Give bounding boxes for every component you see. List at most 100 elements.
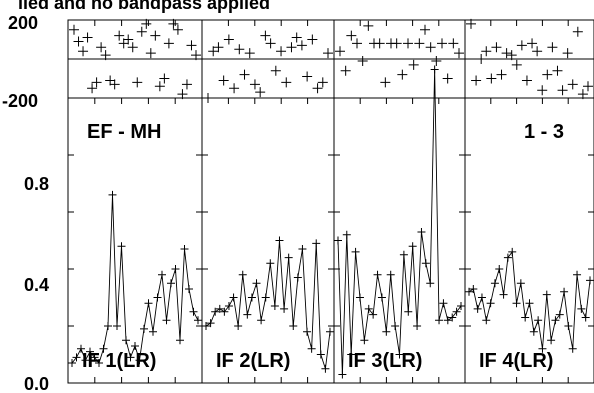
phase-point xyxy=(481,46,492,57)
amp-point xyxy=(167,279,175,288)
amp-point xyxy=(113,322,121,330)
amp-point xyxy=(426,279,435,288)
amp-point xyxy=(252,279,261,288)
phase-point xyxy=(454,48,464,59)
phase-point xyxy=(168,18,179,29)
panel-label: IF 2(LR) xyxy=(216,350,290,372)
phase-point xyxy=(448,38,459,49)
amp-point xyxy=(117,242,126,251)
phase-point xyxy=(583,81,593,92)
amp-point xyxy=(140,324,148,333)
phase-point xyxy=(123,34,134,45)
phase-point xyxy=(302,71,313,82)
phase-point xyxy=(96,42,107,53)
amp-point xyxy=(417,227,426,236)
panel-labels: IF 1(LR) IF 2(LR) IF 3(LR) IF 4(LR) xyxy=(82,350,553,372)
amp-point xyxy=(284,253,293,262)
amp-point xyxy=(373,270,382,279)
amp-point xyxy=(81,356,90,365)
phase-point xyxy=(296,40,307,51)
amp-point xyxy=(568,344,577,353)
panel-label: IF 3(LR) xyxy=(348,350,422,372)
phase-point xyxy=(100,50,111,61)
amp-point xyxy=(413,322,422,330)
amp-point xyxy=(430,65,439,74)
amp-point xyxy=(234,322,243,330)
amp-point xyxy=(360,336,369,345)
phase-point xyxy=(547,42,558,53)
phase-point xyxy=(431,55,442,66)
amp-tick-0.0: 0.0 xyxy=(24,374,49,393)
phase-point xyxy=(114,30,125,41)
correlation-label: 1 - 3 xyxy=(524,121,564,143)
phase-point xyxy=(265,38,276,49)
amp-point xyxy=(247,293,256,302)
phase-point xyxy=(249,79,260,90)
phase-point xyxy=(552,65,563,76)
phase-point xyxy=(557,85,568,96)
amp-point xyxy=(202,322,210,330)
amp-point xyxy=(135,356,144,365)
phase-point xyxy=(181,79,192,90)
amp-point xyxy=(399,250,408,259)
amp-point xyxy=(122,336,130,345)
amp-point xyxy=(512,299,521,308)
phase-point xyxy=(141,18,152,29)
phase-point xyxy=(425,42,436,53)
amp-point xyxy=(452,307,461,316)
amp-point xyxy=(495,265,504,273)
phase-point xyxy=(420,24,430,35)
amp-point xyxy=(86,347,94,356)
phase-point xyxy=(109,79,120,90)
amp-point xyxy=(99,344,108,353)
amp-point xyxy=(351,247,360,256)
amp-point xyxy=(224,302,233,311)
phase-point xyxy=(203,93,213,103)
amp-point xyxy=(229,293,238,302)
amp-point xyxy=(395,350,404,359)
amp-point xyxy=(486,299,495,308)
amp-point xyxy=(95,359,103,368)
phase-point xyxy=(340,65,351,76)
amp-point xyxy=(334,236,342,245)
phase-point xyxy=(357,55,368,66)
amp-point xyxy=(529,327,538,336)
amp-point xyxy=(508,247,517,256)
phase-point xyxy=(307,34,318,45)
amp-point xyxy=(144,299,153,308)
amp-point xyxy=(289,322,298,330)
phase-tick-neg200: -200 xyxy=(2,91,38,111)
phase-point xyxy=(145,48,156,59)
amp-point xyxy=(321,364,330,373)
amp-frame xyxy=(333,97,466,384)
phase-point xyxy=(127,42,138,53)
phase-point xyxy=(312,83,323,94)
amp-point xyxy=(439,299,448,308)
amp-point xyxy=(243,310,252,319)
phase-point xyxy=(562,48,573,59)
amp-point xyxy=(538,344,547,353)
phase-point xyxy=(506,50,517,61)
amp-point xyxy=(469,284,478,293)
amp-point xyxy=(158,270,166,279)
amp-point xyxy=(347,350,356,359)
phase-point xyxy=(82,32,93,43)
phase-point xyxy=(397,69,408,80)
phase-point xyxy=(291,32,302,43)
phase-point xyxy=(496,69,507,80)
amp-point xyxy=(355,293,364,302)
amp-point xyxy=(312,239,321,248)
amp-point xyxy=(408,242,417,251)
amp-point xyxy=(581,313,590,322)
amp-point xyxy=(153,293,162,302)
amp-point xyxy=(303,327,312,336)
amp-point xyxy=(77,344,85,353)
phase-point xyxy=(244,48,255,59)
phase-point xyxy=(163,38,174,49)
panel-frames xyxy=(67,19,594,384)
phase-point xyxy=(491,42,502,53)
amp-point xyxy=(293,273,302,282)
amp-frame xyxy=(464,97,594,384)
amp-point xyxy=(211,307,220,316)
phase-point xyxy=(78,46,89,57)
